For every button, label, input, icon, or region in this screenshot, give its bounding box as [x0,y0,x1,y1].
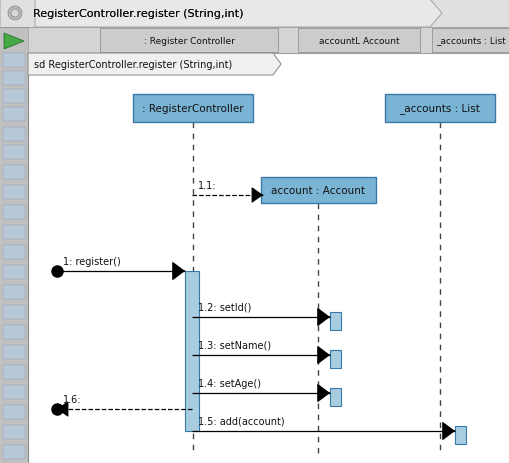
Text: account : Account: account : Account [270,186,364,195]
Bar [3,166,25,180]
Bar [3,245,25,259]
Polygon shape [28,54,280,76]
Bar [3,445,25,459]
Bar [261,178,375,204]
Bar [100,29,277,53]
Bar [3,72,25,86]
Text: 1.1:: 1.1: [197,181,216,191]
Text: RegisterController.register (String,int): RegisterController.register (String,int) [33,9,243,19]
Bar [454,426,465,444]
Bar [3,146,25,160]
Bar [329,388,341,406]
Bar [133,95,252,123]
Bar [297,29,419,53]
Bar [3,265,25,279]
Text: accountL Account: accountL Account [318,37,399,45]
Bar [3,225,25,239]
Text: 1.6:: 1.6: [63,394,81,404]
Text: RegisterController.register (String,int): RegisterController.register (String,int) [33,9,243,19]
Bar [3,345,25,359]
Bar [0,28,28,463]
Text: sd RegisterController.register (String,int): sd RegisterController.register (String,i… [34,60,232,70]
Text: _accounts : List: _accounts : List [399,103,479,114]
Polygon shape [35,0,441,28]
Bar [3,90,25,104]
Text: 1.3: setName(): 1.3: setName() [197,340,271,350]
Text: 1.4: setAge(): 1.4: setAge() [197,378,261,388]
Bar [3,206,25,219]
Ellipse shape [8,7,22,21]
Bar [28,28,509,54]
Bar [3,285,25,300]
Bar [0,0,509,28]
Bar [3,325,25,339]
Bar [3,425,25,439]
Text: : RegisterController: : RegisterController [142,104,243,114]
Bar [185,271,199,431]
Bar [3,108,25,122]
Bar [3,405,25,419]
Bar [329,350,341,368]
Polygon shape [4,34,24,50]
Bar [329,313,341,330]
Bar [3,365,25,379]
Bar [3,128,25,142]
Bar [431,29,509,53]
Text: 1: register(): 1: register() [63,257,121,266]
Text: 1.5: add(account): 1.5: add(account) [197,416,284,426]
Text: 1.2: setId(): 1.2: setId() [197,302,251,313]
Bar [3,54,25,68]
Bar [3,305,25,319]
Text: _accounts : List: _accounts : List [435,37,505,45]
Bar [3,186,25,200]
Bar [3,385,25,399]
Bar [28,54,509,463]
Text: : Register Controller: : Register Controller [143,37,234,45]
Ellipse shape [11,10,19,18]
Bar [384,95,494,123]
